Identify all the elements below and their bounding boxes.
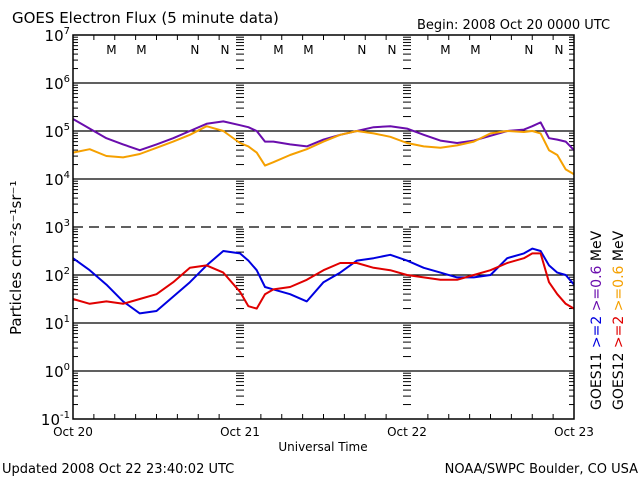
y-tick-label-1e7: 107 (45, 26, 70, 45)
series-goes11-0-6-mev (72, 118, 575, 152)
local-time-marker-m: M (470, 43, 480, 57)
y-tick-label-1e3: 103 (45, 218, 70, 237)
chart-begin-time: Begin: 2008 Oct 20 0000 UTC (417, 18, 610, 33)
legend-entry: GOES11 (589, 353, 605, 410)
plot-frame (72, 34, 575, 420)
legend-entry: >=0.6 (589, 265, 605, 315)
gridlines (73, 82, 574, 372)
local-time-marker-m: M (136, 43, 146, 57)
local-time-marker-n: N (190, 43, 199, 57)
local-time-marker-n: N (220, 43, 229, 57)
day-divider-lines (236, 36, 411, 406)
y-tick-label-1e5: 105 (45, 122, 70, 141)
legend-column-goes12: GOES12 >=2 >=0.6 MeV (611, 230, 627, 410)
x-axis-ticks (93, 35, 554, 419)
credit-text: NOAA/SWPC Boulder, CO USA (445, 462, 638, 477)
y-tick-label-1e4: 104 (45, 170, 70, 189)
local-time-marker-m: M (273, 43, 283, 57)
legend-entry: >=0.6 (611, 265, 627, 315)
legend-entry: >=2 (589, 316, 605, 353)
x-tick-label: Oct 20 (53, 425, 93, 439)
updated-timestamp: Updated 2008 Oct 22 23:40:02 UTC (2, 462, 234, 477)
x-axis-label: Universal Time (278, 440, 367, 454)
local-time-marker-n: N (387, 43, 396, 57)
chart-title: GOES Electron Flux (5 minute data) (12, 9, 279, 27)
y-axis-label: Particles cm⁻²s⁻¹sr⁻¹ (7, 181, 25, 335)
y-tick-label-1e6: 106 (45, 74, 70, 93)
x-tick-label: Oct 21 (220, 425, 260, 439)
local-time-marker-m: M (106, 43, 116, 57)
series-goes12-2-mev (72, 252, 575, 310)
y-axis-tick-labels: 107 106 105 104 103 102 101 100 10-1 (41, 26, 70, 429)
legend-entry: MeV (589, 230, 605, 265)
series-goes11-2-mev (72, 247, 575, 315)
legend-entry: >=2 (611, 316, 627, 353)
x-axis-tick-labels: Oct 20 Oct 21 Oct 22 Oct 23 (53, 425, 594, 439)
legend-entry: MeV (611, 230, 627, 265)
x-tick-label: Oct 22 (387, 425, 427, 439)
legend-entry: GOES12 (611, 353, 627, 410)
local-time-marker-n: N (554, 43, 563, 57)
y-tick-label-1e1: 101 (45, 314, 70, 333)
series-goes12-0-6-mev (72, 125, 575, 176)
y-axis-ticks (73, 36, 574, 406)
local-time-marker-m: M (303, 43, 313, 57)
y-tick-label-1e2: 102 (45, 266, 70, 285)
y-tick-label-1e0: 100 (45, 362, 70, 381)
series-lines (72, 118, 575, 315)
local-time-marker-n: N (357, 43, 366, 57)
local-time-marker-m: M (440, 43, 450, 57)
local-time-marker-n: N (524, 43, 533, 57)
y-tick-label-1e-1: 10-1 (41, 410, 70, 429)
legend-column-goes11: GOES11 >=2 >=0.6 MeV (589, 230, 605, 410)
x-tick-label: Oct 23 (554, 425, 594, 439)
